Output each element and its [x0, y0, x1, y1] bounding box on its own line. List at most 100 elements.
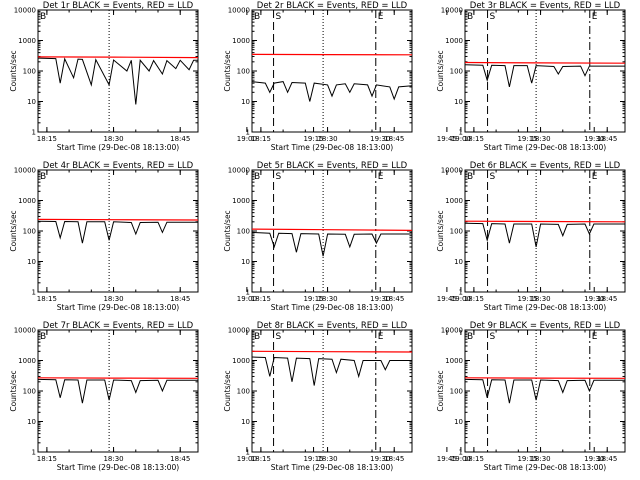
plot-frame	[464, 9, 626, 133]
plot-frame	[251, 9, 413, 133]
y-tick-label: 1000	[18, 37, 36, 45]
x-tick-label: 19:00	[237, 135, 257, 143]
panel-3: Det 3r BLACK = Events, RED = LLD 1 10 100 10…	[436, 1, 626, 152]
events-series	[37, 57, 198, 105]
x-tick-label: 18:45	[597, 455, 617, 463]
y-axis-label: Counts/sec	[9, 50, 18, 91]
x-tick-label: 18:30	[317, 295, 337, 303]
x-tick-label: 19:30	[584, 295, 604, 303]
x-tick-label: 18:45	[384, 295, 404, 303]
y-tick-label: 100	[23, 68, 36, 76]
end-marker-label: E	[378, 332, 384, 342]
y-tick-label: 10000	[228, 327, 250, 335]
panel-title: Det 7r BLACK = Events, RED = LLD	[43, 321, 194, 331]
y-tick-label: 10	[454, 98, 463, 106]
x-tick-label: 18:30	[530, 295, 550, 303]
events-series	[37, 220, 198, 244]
start-marker-label: S	[276, 332, 282, 342]
events-series	[251, 81, 413, 102]
y-axis-label: Counts/sec	[223, 210, 232, 251]
y-tick-label: 1	[246, 129, 250, 137]
y-tick-label: 10	[27, 98, 36, 106]
background-marker-label: B	[40, 172, 46, 182]
x-axis-label: Start Time (29-Dec-08 18:13:00)	[271, 463, 393, 472]
y-axis-label: Counts/sec	[436, 210, 445, 251]
y-tick-label: 10000	[228, 167, 250, 175]
panel-4: Det 4r BLACK = Events, RED = LLD 1 10 100 10…	[9, 161, 457, 312]
x-tick-label: 18:15	[251, 135, 271, 143]
x-axis-label: Start Time (29-Dec-08 18:13:00)	[57, 463, 179, 472]
y-tick-label: 10	[27, 418, 36, 426]
background-marker-label: B	[40, 12, 46, 22]
lld-series	[464, 377, 626, 379]
y-tick-label: 10000	[441, 167, 463, 175]
start-marker-label: S	[490, 172, 496, 182]
x-tick-label: 19:45	[437, 455, 457, 463]
panel-title: Det 6r BLACK = Events, RED = LLD	[470, 161, 621, 171]
y-tick-label: 1	[246, 449, 250, 457]
y-tick-label: 1	[246, 289, 250, 297]
x-axis-label: Start Time (29-Dec-08 18:13:00)	[57, 303, 179, 312]
x-tick-label: 19:15	[517, 135, 537, 143]
x-tick-label: 18:15	[37, 295, 57, 303]
y-tick-label: 10000	[14, 327, 36, 335]
x-tick-label: 18:45	[597, 135, 617, 143]
y-tick-label: 100	[450, 228, 463, 236]
background-marker-label: B	[254, 12, 260, 22]
y-axis-label: Counts/sec	[9, 370, 18, 411]
start-marker-label: S	[276, 12, 282, 22]
x-tick-label: 18:15	[251, 455, 271, 463]
background-marker-label: B	[467, 172, 473, 182]
panel-title: Det 2r BLACK = Events, RED = LLD	[257, 1, 408, 11]
y-axis-label: Counts/sec	[223, 370, 232, 411]
panel-title: Det 4r BLACK = Events, RED = LLD	[43, 161, 194, 171]
x-tick-label: 18:45	[597, 295, 617, 303]
background-marker-label: B	[40, 332, 46, 342]
y-axis-label: Counts/sec	[436, 50, 445, 91]
x-tick-label: 19:45	[437, 295, 457, 303]
end-marker-label: E	[592, 332, 598, 342]
x-tick-label: 18:15	[251, 295, 271, 303]
y-tick-label: 1	[32, 129, 36, 137]
end-marker-label: E	[378, 12, 384, 22]
x-tick-label: 18:30	[103, 455, 123, 463]
y-tick-label: 1000	[232, 37, 250, 45]
x-axis-label: Start Time (29-Dec-08 18:13:00)	[484, 463, 606, 472]
lld-series	[251, 228, 413, 231]
y-tick-label: 10000	[14, 7, 36, 15]
plot-frame	[464, 169, 626, 293]
x-tick-label: 19:15	[303, 135, 323, 143]
panel-1: Det 1r BLACK = Events, RED = LLD 1 10 100 10…	[9, 1, 457, 152]
y-tick-label: 100	[450, 388, 463, 396]
panel-2: Det 2r BLACK = Events, RED = LLD 1 10 100 10…	[223, 1, 604, 152]
x-axis-label: Start Time (29-Dec-08 18:13:00)	[484, 303, 606, 312]
x-tick-label: 18:15	[37, 455, 57, 463]
panel-title: Det 9r BLACK = Events, RED = LLD	[470, 321, 621, 331]
x-axis-label: Start Time (29-Dec-08 18:13:00)	[271, 143, 393, 152]
x-tick-label: 18:30	[530, 455, 550, 463]
x-axis-label: Start Time (29-Dec-08 18:13:00)	[484, 143, 606, 152]
x-tick-label: 18:30	[317, 135, 337, 143]
x-tick-label: 18:15	[464, 135, 484, 143]
y-tick-label: 1000	[445, 357, 463, 365]
panel-5: Det 5r BLACK = Events, RED = LLD 1 10 100 10…	[223, 161, 604, 312]
y-tick-label: 1	[459, 449, 463, 457]
x-tick-label: 19:30	[370, 295, 390, 303]
panel-title: Det 1r BLACK = Events, RED = LLD	[43, 1, 194, 11]
background-marker-label: B	[467, 12, 473, 22]
panel-title: Det 8r BLACK = Events, RED = LLD	[257, 321, 408, 331]
y-tick-label: 10	[454, 258, 463, 266]
x-tick-label: 19:30	[584, 455, 604, 463]
plot-frame	[251, 169, 413, 293]
y-tick-label: 1000	[232, 357, 250, 365]
y-tick-label: 1000	[18, 197, 36, 205]
x-tick-label: 18:45	[384, 455, 404, 463]
panel-6: Det 6r BLACK = Events, RED = LLD 1 10 100 10…	[436, 161, 626, 312]
panel-9: Det 9r BLACK = Events, RED = LLD 1 10 100 10…	[436, 321, 626, 472]
end-marker-label: E	[378, 172, 384, 182]
y-tick-label: 10	[241, 418, 250, 426]
y-tick-label: 1000	[232, 197, 250, 205]
y-tick-label: 1	[32, 289, 36, 297]
start-marker-label: S	[490, 12, 496, 22]
panel-title: Det 5r BLACK = Events, RED = LLD	[257, 161, 408, 171]
